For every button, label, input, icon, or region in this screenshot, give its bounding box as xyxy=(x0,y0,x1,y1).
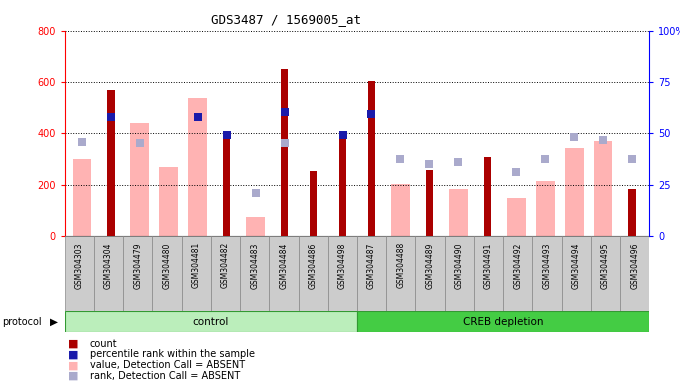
Bar xyxy=(281,69,288,236)
Text: ■: ■ xyxy=(68,360,78,370)
Bar xyxy=(339,136,346,236)
Bar xyxy=(503,236,532,311)
Bar xyxy=(310,170,317,236)
Text: GSM304493: GSM304493 xyxy=(543,242,551,289)
Text: GSM304494: GSM304494 xyxy=(572,242,581,289)
Text: GSM304486: GSM304486 xyxy=(309,242,318,288)
Text: GSM304496: GSM304496 xyxy=(630,242,639,289)
Bar xyxy=(532,236,562,311)
Text: GSM304491: GSM304491 xyxy=(484,242,493,288)
Text: GSM304492: GSM304492 xyxy=(513,242,522,288)
Bar xyxy=(152,236,182,311)
Text: control: control xyxy=(192,316,229,327)
Text: count: count xyxy=(90,339,118,349)
Bar xyxy=(483,157,491,236)
Text: GSM304490: GSM304490 xyxy=(455,242,464,289)
Text: GSM304495: GSM304495 xyxy=(601,242,610,289)
Bar xyxy=(620,236,649,311)
Text: GDS3487 / 1569005_at: GDS3487 / 1569005_at xyxy=(211,13,360,26)
Bar xyxy=(474,236,503,311)
Bar xyxy=(391,184,410,236)
Bar xyxy=(426,170,433,236)
Bar xyxy=(211,236,240,311)
Bar xyxy=(299,236,328,311)
Bar xyxy=(159,167,178,236)
Text: ■: ■ xyxy=(68,349,78,359)
Bar xyxy=(65,311,357,332)
Text: GSM304482: GSM304482 xyxy=(221,242,230,288)
Text: ■: ■ xyxy=(68,371,78,381)
Bar xyxy=(188,98,207,236)
Bar xyxy=(445,236,474,311)
Text: CREB depletion: CREB depletion xyxy=(463,316,543,327)
Bar xyxy=(240,236,269,311)
Text: GSM304487: GSM304487 xyxy=(367,242,376,288)
Bar xyxy=(223,139,231,236)
Text: ▶: ▶ xyxy=(50,316,58,327)
Bar xyxy=(357,236,386,311)
Bar xyxy=(246,217,265,236)
Text: value, Detection Call = ABSENT: value, Detection Call = ABSENT xyxy=(90,360,245,370)
Bar xyxy=(65,236,94,311)
Bar xyxy=(368,81,375,236)
Text: GSM304481: GSM304481 xyxy=(192,242,201,288)
Bar xyxy=(628,189,636,236)
Bar xyxy=(94,236,123,311)
Text: percentile rank within the sample: percentile rank within the sample xyxy=(90,349,255,359)
Text: GSM304498: GSM304498 xyxy=(338,242,347,288)
Text: rank, Detection Call = ABSENT: rank, Detection Call = ABSENT xyxy=(90,371,240,381)
Text: GSM304489: GSM304489 xyxy=(426,242,435,288)
Bar xyxy=(562,236,591,311)
Text: GSM304304: GSM304304 xyxy=(104,242,113,289)
Bar xyxy=(594,141,613,236)
Bar xyxy=(131,123,150,236)
Bar xyxy=(357,311,649,332)
Bar xyxy=(107,90,114,236)
Bar xyxy=(591,236,620,311)
Text: GSM304479: GSM304479 xyxy=(133,242,142,289)
Bar xyxy=(328,236,357,311)
Text: GSM304480: GSM304480 xyxy=(163,242,171,288)
Bar xyxy=(73,159,91,236)
Text: GSM304484: GSM304484 xyxy=(279,242,288,288)
Bar xyxy=(449,189,468,236)
Bar xyxy=(386,236,415,311)
Text: GSM304303: GSM304303 xyxy=(75,242,84,289)
Bar xyxy=(536,181,555,236)
Bar xyxy=(123,236,152,311)
Bar xyxy=(415,236,445,311)
Text: protocol: protocol xyxy=(2,316,41,327)
Bar xyxy=(269,236,299,311)
Bar xyxy=(182,236,211,311)
Bar xyxy=(507,198,526,236)
Text: ■: ■ xyxy=(68,339,78,349)
Text: GSM304483: GSM304483 xyxy=(250,242,259,288)
Text: GSM304488: GSM304488 xyxy=(396,242,405,288)
Bar xyxy=(564,147,583,236)
